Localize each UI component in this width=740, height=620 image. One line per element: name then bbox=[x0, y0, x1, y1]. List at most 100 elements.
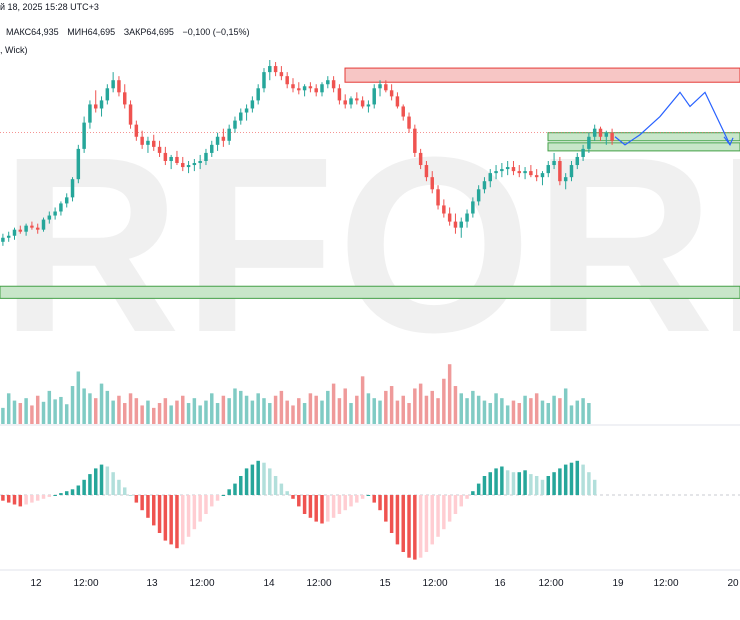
volume-bar bbox=[430, 390, 434, 424]
candle bbox=[326, 76, 330, 89]
time-tick-label: 12:00 bbox=[306, 578, 331, 589]
candle bbox=[511, 161, 516, 176]
candles-layer bbox=[1, 60, 614, 246]
candle-body bbox=[471, 201, 475, 214]
candle-body bbox=[76, 148, 81, 180]
oscillator-bar bbox=[372, 495, 376, 503]
volume-bar bbox=[268, 403, 272, 424]
oscillator-bar bbox=[331, 495, 336, 518]
candle bbox=[6, 231, 11, 242]
candle-body bbox=[215, 136, 220, 145]
oscillator-bar bbox=[552, 472, 556, 495]
candle bbox=[99, 96, 104, 117]
candle-body bbox=[88, 104, 92, 123]
candle bbox=[407, 112, 411, 133]
volume-bar bbox=[30, 405, 34, 424]
oscillator-bar bbox=[41, 495, 46, 499]
candle bbox=[529, 165, 533, 178]
oscillator-bar bbox=[337, 495, 342, 514]
candle bbox=[453, 213, 458, 234]
candle-body bbox=[111, 80, 115, 89]
volume-bar bbox=[221, 395, 226, 424]
header-date: й 18, 2025 15:28 UTC+3 bbox=[0, 2, 99, 12]
candle-body bbox=[82, 122, 86, 149]
candle bbox=[64, 193, 69, 208]
volume-bar bbox=[366, 393, 371, 424]
oscillator-bar bbox=[343, 495, 347, 511]
candle bbox=[117, 76, 121, 97]
candle-body bbox=[117, 80, 121, 93]
oscillator-bar bbox=[256, 460, 260, 495]
volume-bar bbox=[476, 395, 481, 424]
candle bbox=[395, 92, 400, 109]
candle-body bbox=[204, 152, 208, 161]
candle bbox=[389, 84, 394, 101]
candle-body bbox=[123, 92, 127, 105]
candle-body bbox=[447, 213, 452, 222]
candle bbox=[436, 185, 440, 210]
candle bbox=[82, 116, 86, 153]
oscillator-bar bbox=[47, 495, 52, 497]
time-tick-label: 12:00 bbox=[422, 578, 447, 589]
candle bbox=[210, 140, 214, 157]
candle bbox=[552, 152, 556, 170]
candle-body bbox=[337, 88, 342, 101]
candle bbox=[186, 161, 191, 174]
volume-bar bbox=[355, 395, 359, 424]
oscillator-bar bbox=[181, 495, 185, 545]
volume-bar bbox=[24, 398, 28, 424]
candle-body bbox=[18, 229, 23, 232]
volume-bar bbox=[53, 399, 57, 424]
candle-body bbox=[523, 171, 527, 174]
candle bbox=[140, 130, 144, 149]
oscillator-bar bbox=[24, 495, 28, 505]
candle bbox=[88, 100, 92, 129]
volume-bar bbox=[239, 390, 243, 424]
candle-body bbox=[175, 156, 179, 164]
candle-body bbox=[494, 171, 498, 174]
oscillator-bar bbox=[413, 495, 417, 560]
candle bbox=[331, 76, 336, 93]
candle bbox=[534, 169, 539, 182]
oscillator-bar bbox=[436, 495, 440, 537]
candle bbox=[285, 72, 289, 89]
candle bbox=[175, 150, 179, 166]
candle bbox=[111, 72, 115, 93]
volume-bar bbox=[47, 390, 52, 424]
candle-body bbox=[308, 86, 313, 89]
volume-bar bbox=[279, 390, 284, 424]
candle bbox=[41, 217, 46, 232]
candle bbox=[70, 177, 75, 202]
oscillator-bar bbox=[227, 489, 231, 495]
oscillator-bar bbox=[105, 466, 110, 495]
oscillator-bar bbox=[233, 483, 237, 495]
volume-bar bbox=[442, 378, 446, 424]
candle bbox=[337, 84, 342, 105]
header-close: ЗАКР64,695 bbox=[123, 27, 174, 37]
volume-bar bbox=[88, 393, 92, 424]
volume-bar bbox=[407, 403, 411, 424]
time-tick-label: 19 bbox=[612, 578, 624, 589]
oscillator-bar bbox=[76, 485, 81, 495]
oscillator-bar bbox=[250, 464, 255, 495]
oscillator-bar bbox=[163, 495, 168, 541]
header-style: , Wick) bbox=[0, 45, 28, 55]
oscillator-bar bbox=[244, 468, 249, 495]
candle-body bbox=[610, 132, 614, 141]
volume-bar bbox=[215, 403, 220, 424]
candle bbox=[152, 134, 156, 151]
oscillator-bar bbox=[1, 495, 5, 501]
oscillator-bar bbox=[505, 470, 510, 495]
oscillator-bar bbox=[534, 476, 539, 495]
candle bbox=[157, 140, 162, 157]
zone-support bbox=[547, 142, 740, 152]
candle-body bbox=[453, 221, 458, 228]
oscillator-bar bbox=[59, 493, 63, 495]
volume-bar bbox=[343, 388, 347, 424]
candle-body bbox=[552, 161, 556, 166]
grid-layer bbox=[0, 132, 740, 571]
header-high: МАКС64,935 bbox=[6, 27, 59, 37]
candle-body bbox=[186, 165, 191, 168]
